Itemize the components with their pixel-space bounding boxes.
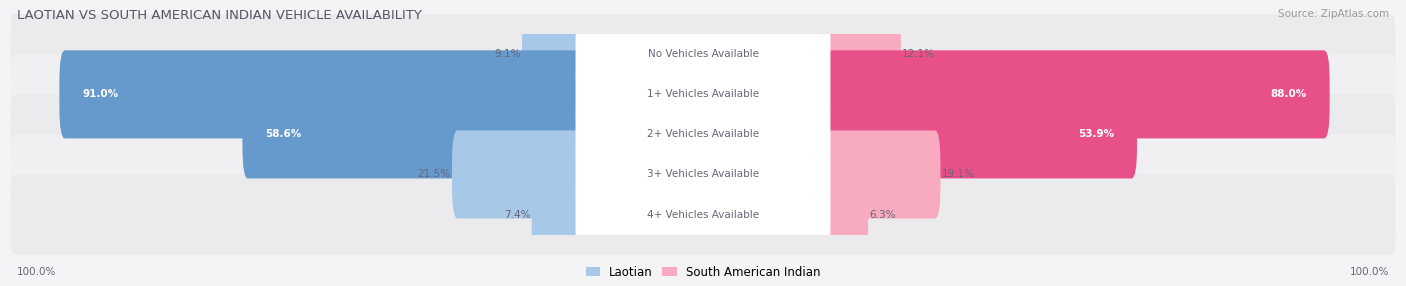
Text: 91.0%: 91.0%	[82, 90, 118, 99]
Text: 3+ Vehicles Available: 3+ Vehicles Available	[647, 170, 759, 179]
FancyBboxPatch shape	[575, 140, 831, 208]
Text: 21.5%: 21.5%	[418, 170, 451, 179]
Text: 58.6%: 58.6%	[266, 130, 301, 139]
Text: 100.0%: 100.0%	[17, 267, 56, 277]
FancyBboxPatch shape	[11, 174, 1395, 255]
FancyBboxPatch shape	[575, 100, 831, 168]
FancyBboxPatch shape	[59, 50, 585, 138]
Text: Source: ZipAtlas.com: Source: ZipAtlas.com	[1278, 9, 1389, 19]
Text: LAOTIAN VS SOUTH AMERICAN INDIAN VEHICLE AVAILABILITY: LAOTIAN VS SOUTH AMERICAN INDIAN VEHICLE…	[17, 9, 422, 21]
Text: 2+ Vehicles Available: 2+ Vehicles Available	[647, 130, 759, 139]
FancyBboxPatch shape	[11, 54, 1395, 134]
Text: 88.0%: 88.0%	[1271, 90, 1308, 99]
Text: 6.3%: 6.3%	[869, 210, 896, 219]
Legend: Laotian, South American Indian: Laotian, South American Indian	[585, 266, 821, 279]
Text: 100.0%: 100.0%	[1350, 267, 1389, 277]
FancyBboxPatch shape	[522, 10, 585, 98]
Text: 4+ Vehicles Available: 4+ Vehicles Available	[647, 210, 759, 219]
Text: 7.4%: 7.4%	[503, 210, 530, 219]
Text: 53.9%: 53.9%	[1078, 130, 1115, 139]
FancyBboxPatch shape	[11, 134, 1395, 214]
FancyBboxPatch shape	[531, 170, 585, 259]
FancyBboxPatch shape	[821, 10, 901, 98]
FancyBboxPatch shape	[242, 90, 585, 178]
FancyBboxPatch shape	[821, 90, 1137, 178]
FancyBboxPatch shape	[575, 60, 831, 128]
Text: 19.1%: 19.1%	[942, 170, 974, 179]
FancyBboxPatch shape	[821, 130, 941, 219]
FancyBboxPatch shape	[11, 14, 1395, 94]
FancyBboxPatch shape	[575, 180, 831, 249]
Text: No Vehicles Available: No Vehicles Available	[648, 49, 758, 59]
FancyBboxPatch shape	[821, 170, 868, 259]
Text: 9.1%: 9.1%	[494, 49, 520, 59]
FancyBboxPatch shape	[821, 50, 1330, 138]
Text: 1+ Vehicles Available: 1+ Vehicles Available	[647, 90, 759, 99]
FancyBboxPatch shape	[11, 94, 1395, 174]
FancyBboxPatch shape	[451, 130, 585, 219]
FancyBboxPatch shape	[575, 20, 831, 88]
Text: 12.1%: 12.1%	[903, 49, 935, 59]
